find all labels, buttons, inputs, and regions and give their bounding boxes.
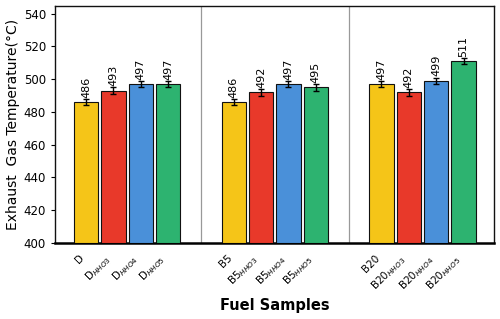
Bar <box>156 84 180 243</box>
Bar <box>276 84 300 243</box>
Text: 511: 511 <box>458 36 468 56</box>
Bar <box>249 92 274 243</box>
Text: 499: 499 <box>431 55 441 76</box>
Text: 495: 495 <box>311 62 321 83</box>
Bar <box>452 61 475 243</box>
Bar <box>128 84 153 243</box>
Bar <box>222 102 246 243</box>
Text: 497: 497 <box>136 58 146 79</box>
Bar <box>424 81 448 243</box>
Bar <box>101 91 126 243</box>
Text: 497: 497 <box>284 58 294 79</box>
Bar <box>396 92 421 243</box>
Bar <box>74 102 98 243</box>
X-axis label: Fuel Samples: Fuel Samples <box>220 299 330 314</box>
Bar <box>304 87 328 243</box>
Text: 486: 486 <box>228 76 238 98</box>
Bar <box>369 84 394 243</box>
Text: 486: 486 <box>81 76 91 98</box>
Text: 492: 492 <box>256 66 266 88</box>
Text: 497: 497 <box>163 58 173 79</box>
Text: 497: 497 <box>376 58 386 79</box>
Text: 493: 493 <box>108 65 118 86</box>
Text: 492: 492 <box>404 66 414 88</box>
Y-axis label: Exhaust  Gas Temperature(°C): Exhaust Gas Temperature(°C) <box>6 19 20 230</box>
